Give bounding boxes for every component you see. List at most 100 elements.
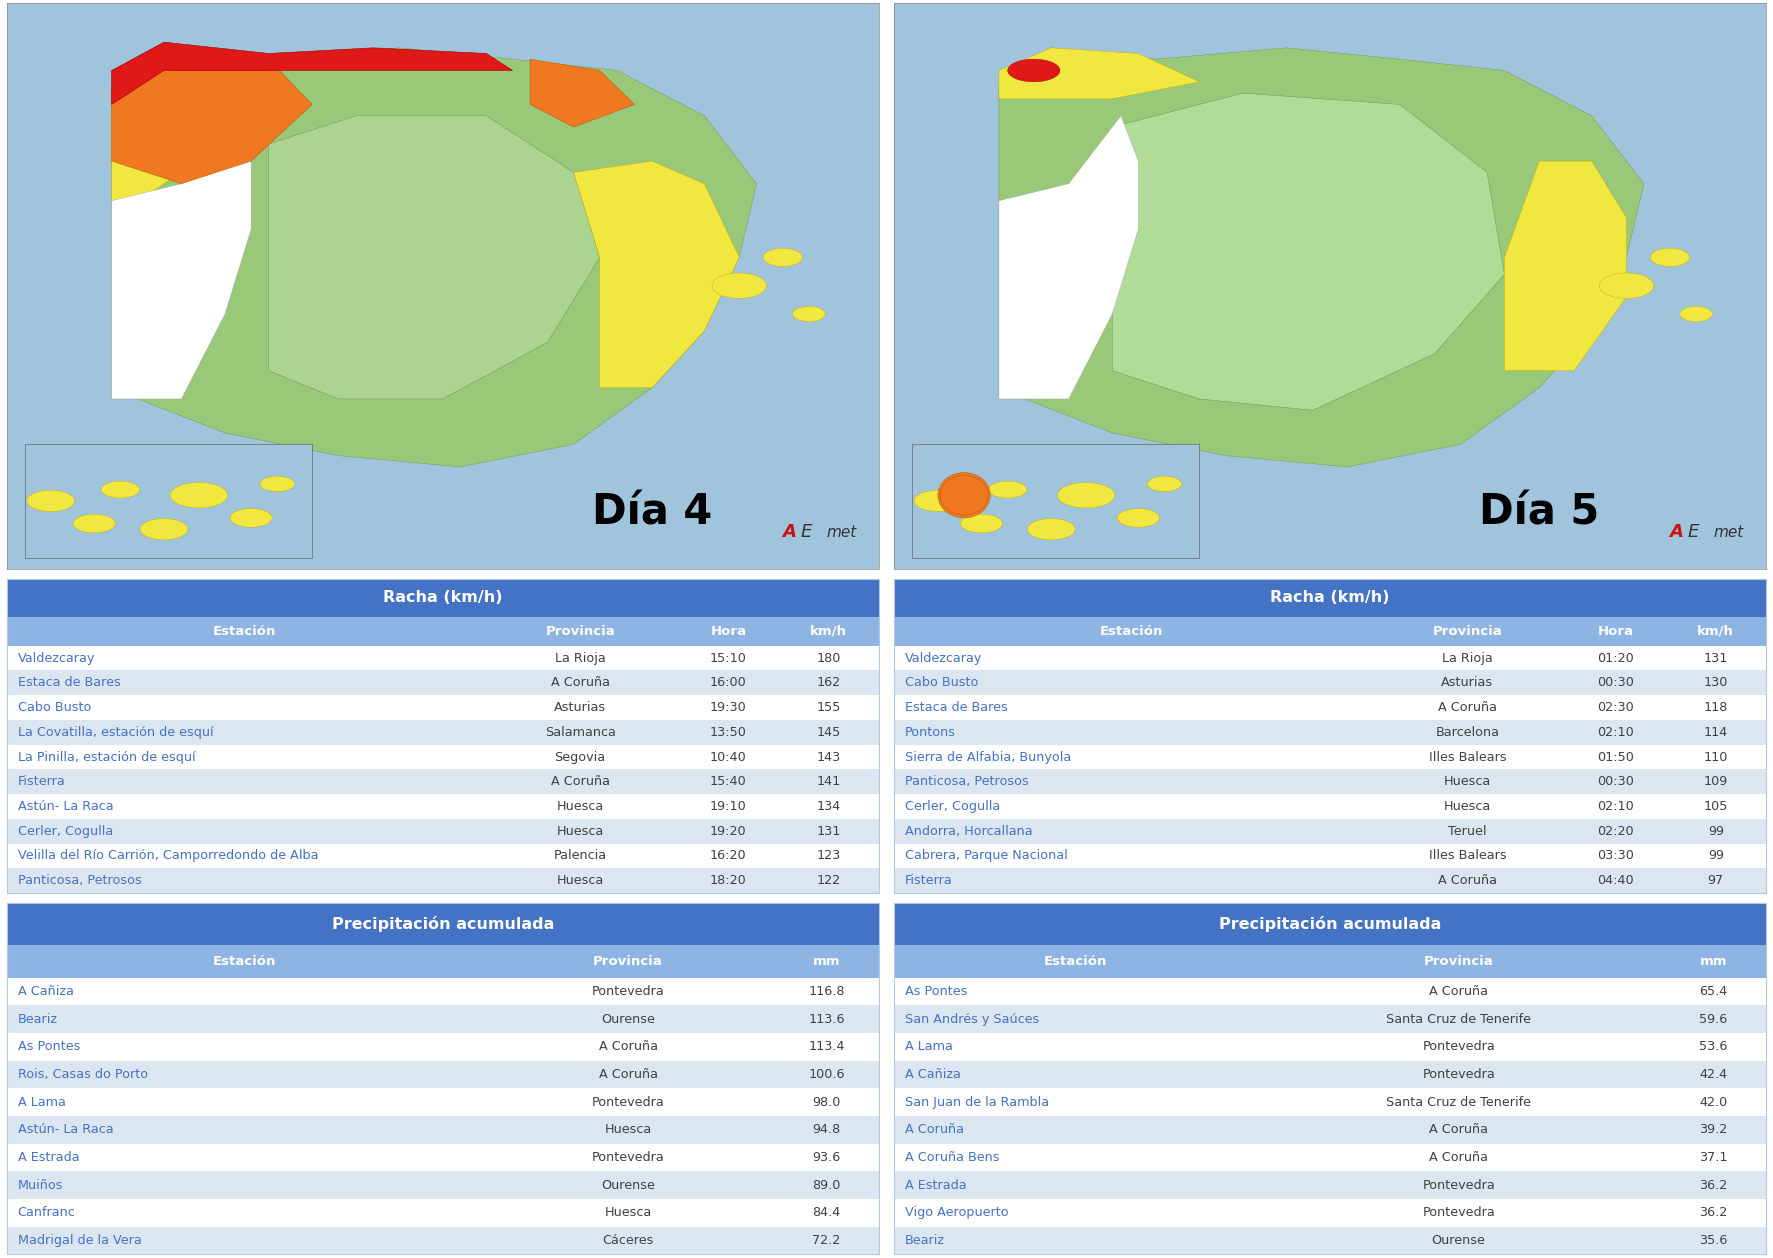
Bar — [894, 1005, 1766, 1033]
Text: A Estrada: A Estrada — [904, 1179, 966, 1191]
Text: 18:20: 18:20 — [709, 874, 746, 887]
Ellipse shape — [101, 481, 140, 498]
Text: Estación: Estación — [213, 955, 277, 969]
Text: Hora: Hora — [711, 625, 746, 638]
Text: Huesca: Huesca — [557, 874, 605, 887]
Polygon shape — [574, 161, 739, 387]
Bar — [894, 1171, 1766, 1199]
Text: La Rioja: La Rioja — [555, 652, 606, 664]
Text: 65.4: 65.4 — [1700, 985, 1727, 998]
Text: 94.8: 94.8 — [812, 1123, 840, 1136]
Text: 162: 162 — [817, 677, 840, 689]
Ellipse shape — [1027, 518, 1074, 540]
Text: 19:30: 19:30 — [709, 701, 746, 715]
Bar — [7, 1116, 879, 1144]
Polygon shape — [268, 116, 599, 399]
Ellipse shape — [1007, 59, 1060, 82]
Text: Estación: Estación — [1101, 625, 1163, 638]
Bar — [7, 868, 879, 893]
Text: Cabrera, Parque Nacional: Cabrera, Parque Nacional — [904, 849, 1067, 863]
Ellipse shape — [1599, 273, 1654, 298]
Text: Velilla del Río Carrión, Camporredondo de Alba: Velilla del Río Carrión, Camporredondo d… — [18, 849, 317, 863]
Text: San Andrés y Saúces: San Andrés y Saúces — [904, 1013, 1039, 1025]
Ellipse shape — [1117, 508, 1160, 527]
Text: A Cañiza: A Cañiza — [904, 1068, 961, 1081]
Bar — [7, 1171, 879, 1199]
Ellipse shape — [27, 491, 74, 512]
Ellipse shape — [1057, 483, 1115, 508]
Text: Cerler, Cogulla: Cerler, Cogulla — [904, 800, 1000, 813]
Bar — [894, 903, 1766, 946]
Text: 131: 131 — [816, 825, 840, 838]
Text: Sierra de Alfabia, Bunyola: Sierra de Alfabia, Bunyola — [904, 751, 1071, 764]
Ellipse shape — [989, 481, 1027, 498]
Text: Canfranc: Canfranc — [18, 1206, 74, 1219]
Bar — [7, 1005, 879, 1033]
Ellipse shape — [170, 483, 227, 508]
Bar — [7, 794, 879, 819]
Text: La Rioja: La Rioja — [1441, 652, 1493, 664]
Text: Precipitación acumulada: Precipitación acumulada — [1220, 916, 1441, 932]
Text: Pontevedra: Pontevedra — [1422, 1206, 1495, 1219]
Polygon shape — [1505, 161, 1626, 371]
Text: 02:10: 02:10 — [1597, 800, 1635, 813]
Text: Fisterra: Fisterra — [18, 775, 66, 789]
Ellipse shape — [713, 273, 766, 298]
Polygon shape — [112, 43, 512, 104]
Text: 130: 130 — [1704, 677, 1729, 689]
Ellipse shape — [261, 477, 294, 492]
Text: Santa Cruz de Tenerife: Santa Cruz de Tenerife — [1386, 1013, 1532, 1025]
Polygon shape — [911, 444, 1199, 557]
Text: Día 5: Día 5 — [1479, 491, 1599, 533]
Text: Beariz: Beariz — [18, 1013, 57, 1025]
Text: 113.6: 113.6 — [808, 1013, 844, 1025]
Text: Huesca: Huesca — [557, 825, 605, 838]
Bar — [894, 1088, 1766, 1116]
Text: A Coruña: A Coruña — [599, 1040, 658, 1053]
Text: 100.6: 100.6 — [808, 1068, 844, 1081]
Bar — [7, 720, 879, 745]
Bar — [7, 1227, 879, 1254]
Text: 118: 118 — [1704, 701, 1729, 715]
Text: Día 4: Día 4 — [592, 491, 713, 533]
Text: Pontevedra: Pontevedra — [1422, 1040, 1495, 1053]
Ellipse shape — [913, 491, 963, 512]
Bar — [894, 1116, 1766, 1144]
Polygon shape — [25, 444, 312, 557]
Bar — [894, 720, 1766, 745]
Ellipse shape — [230, 508, 273, 527]
Ellipse shape — [73, 515, 115, 533]
Text: Huesca: Huesca — [1443, 800, 1491, 813]
Bar — [7, 645, 879, 671]
Text: Racha (km/h): Racha (km/h) — [1271, 590, 1390, 605]
Text: 99: 99 — [1707, 825, 1723, 838]
Ellipse shape — [1679, 307, 1713, 322]
Text: 01:50: 01:50 — [1597, 751, 1635, 764]
Text: Precipitación acumulada: Precipitación acumulada — [332, 916, 553, 932]
Text: 134: 134 — [816, 800, 840, 813]
Text: Panticosa, Petrosos: Panticosa, Petrosos — [904, 775, 1028, 789]
Polygon shape — [998, 48, 1644, 467]
Bar — [894, 868, 1766, 893]
Text: As Pontes: As Pontes — [904, 985, 968, 998]
Bar — [894, 1060, 1766, 1088]
Bar — [7, 1199, 879, 1227]
Text: 180: 180 — [816, 652, 840, 664]
Bar — [7, 745, 879, 770]
Bar — [7, 770, 879, 794]
Text: Racha (km/h): Racha (km/h) — [383, 590, 502, 605]
Text: mm: mm — [1700, 955, 1727, 969]
Text: A: A — [782, 523, 796, 541]
Text: Estación: Estación — [1044, 955, 1106, 969]
Text: A Estrada: A Estrada — [18, 1151, 80, 1164]
Text: Segovia: Segovia — [555, 751, 606, 764]
Text: 04:40: 04:40 — [1597, 874, 1635, 887]
Text: 123: 123 — [816, 849, 840, 863]
Bar — [894, 819, 1766, 844]
Text: 114: 114 — [1704, 726, 1729, 738]
Text: Huesca: Huesca — [605, 1206, 652, 1219]
Text: Asturias: Asturias — [555, 701, 606, 715]
Text: 84.4: 84.4 — [812, 1206, 840, 1219]
Text: 98.0: 98.0 — [812, 1096, 840, 1108]
Text: 131: 131 — [1704, 652, 1729, 664]
